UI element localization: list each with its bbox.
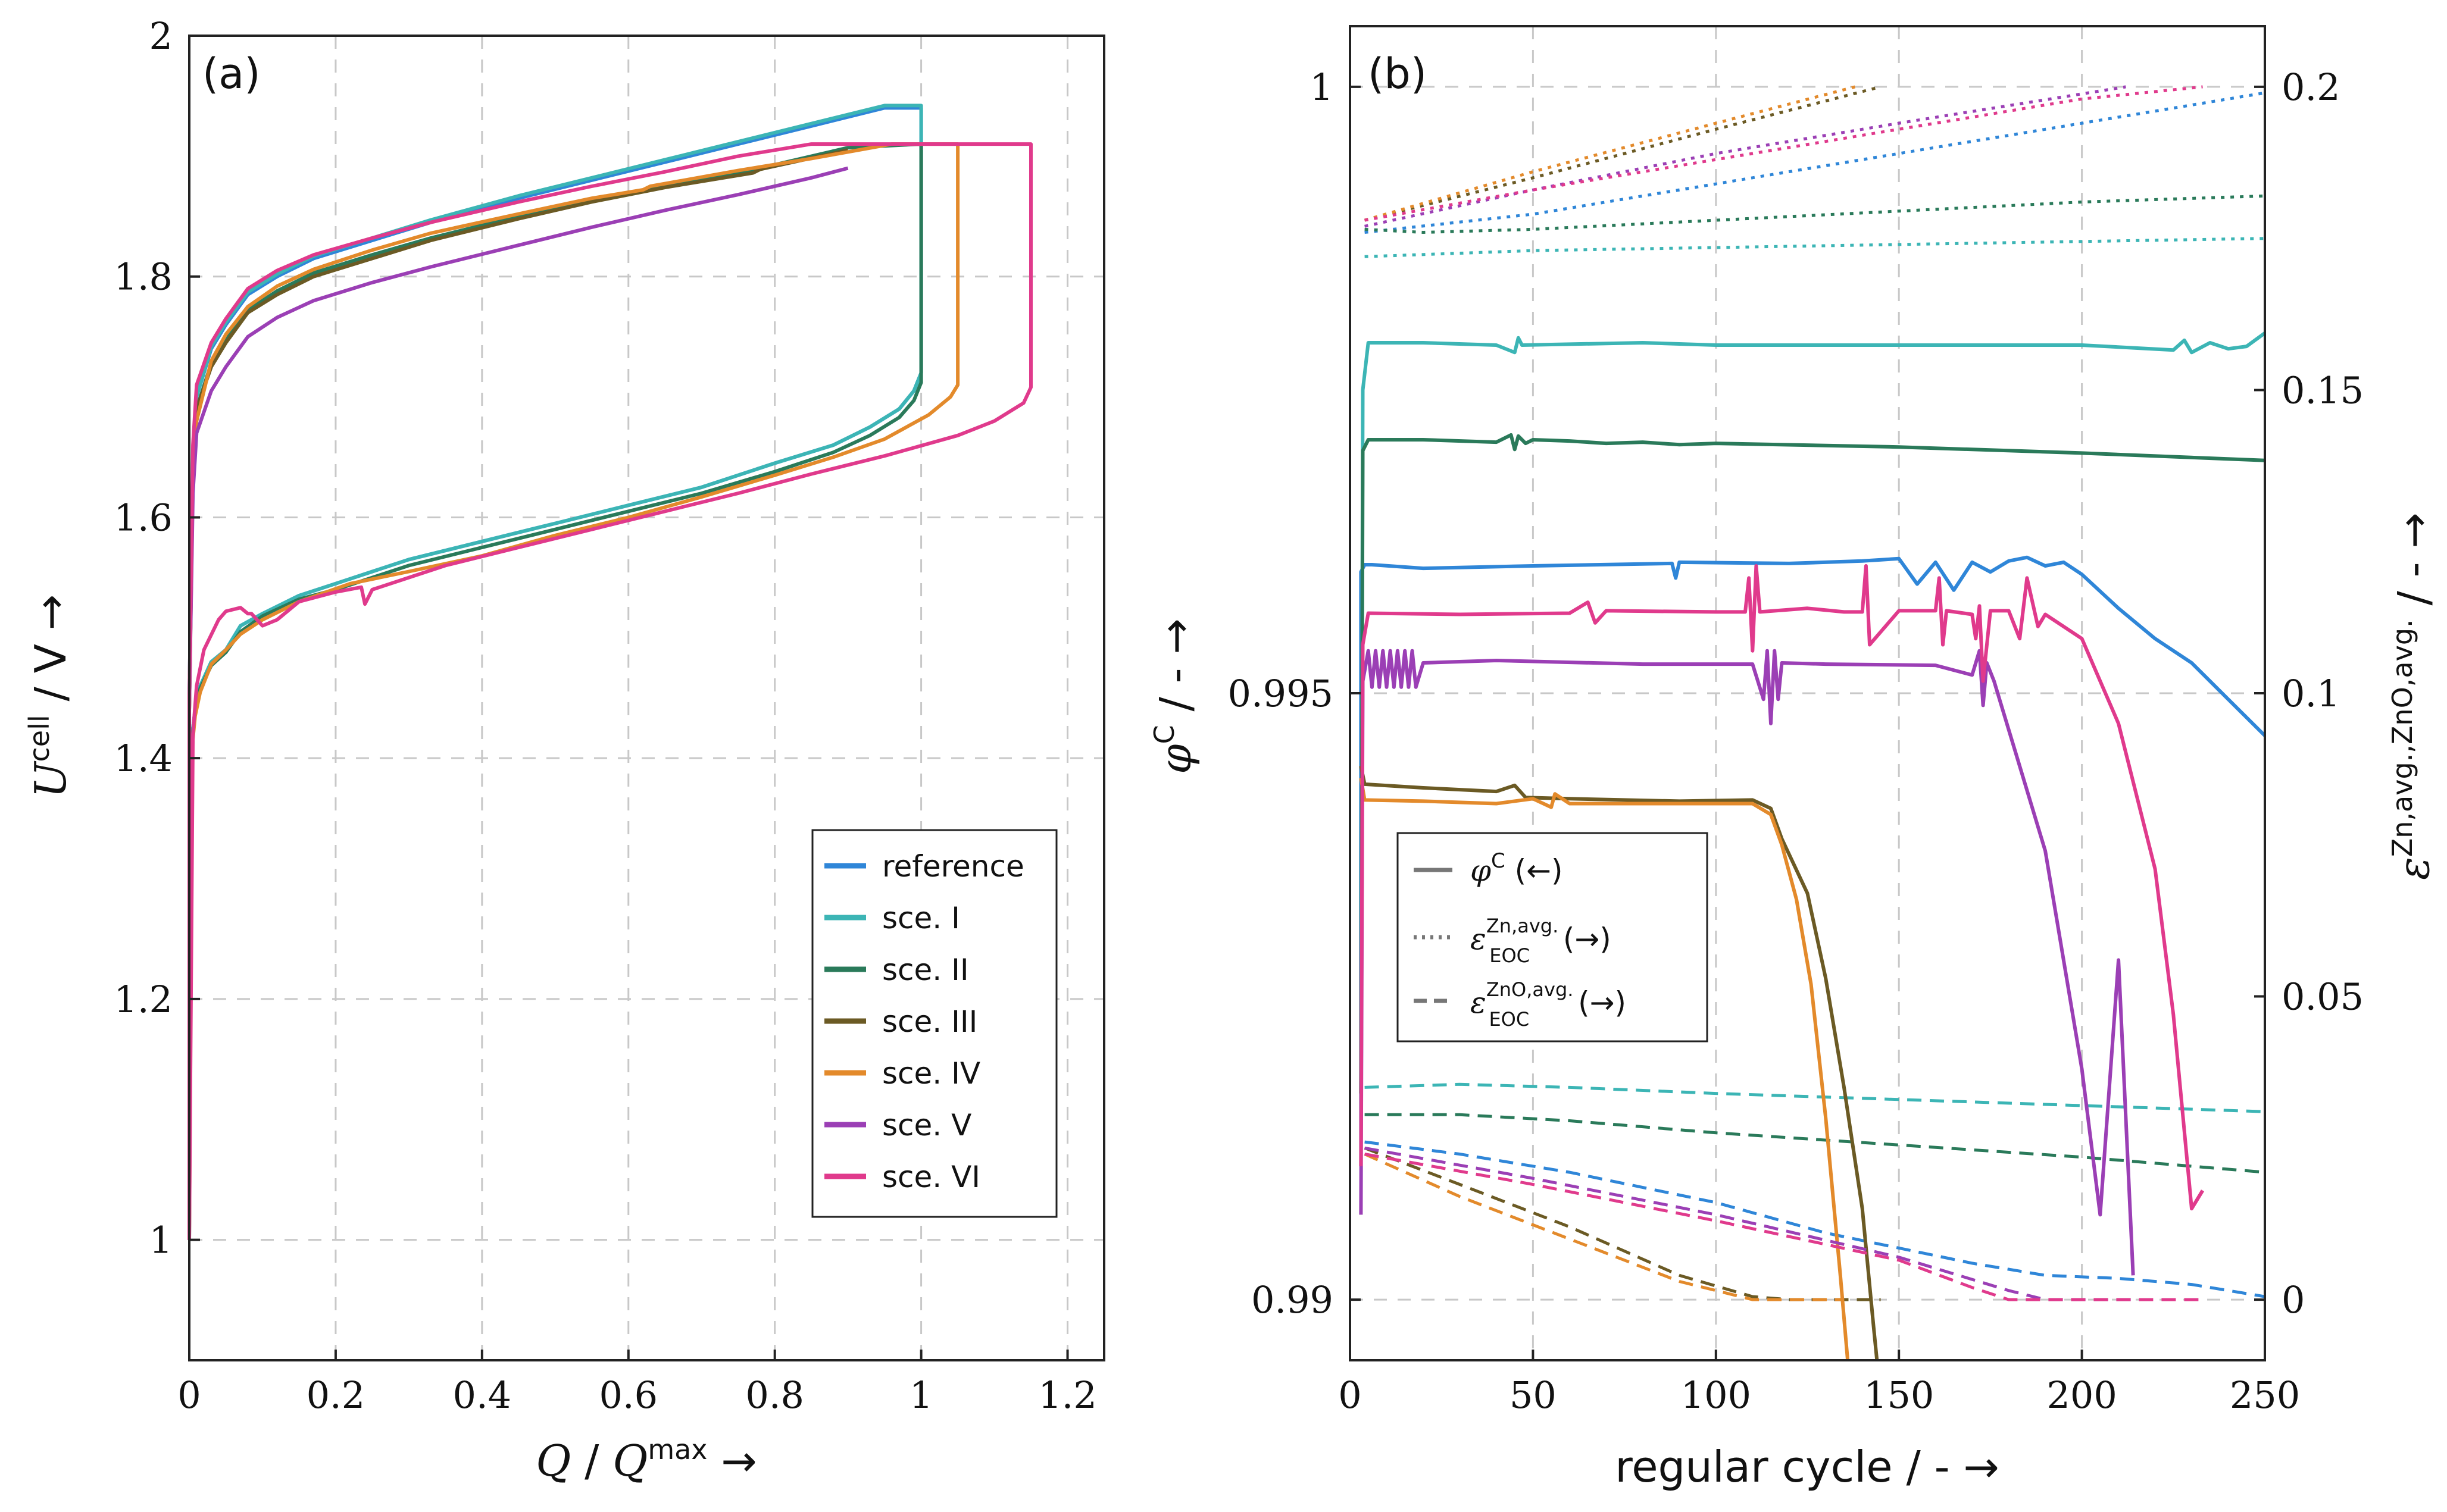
legend-entry-label: sce. II <box>882 953 969 987</box>
eps-zno-line-sce-iv <box>1364 1153 1844 1301</box>
panel-a-label: (a) <box>202 49 261 98</box>
panel-a-y-ticks: 1 1.2 1.4 1.6 1.8 2 <box>114 14 200 1262</box>
panel-b-right-y-tick-label: 0.2 <box>2282 65 2340 109</box>
panel-a-x-tick-label: 0.6 <box>599 1373 658 1417</box>
panel-a-y-axis-title: Ucell / V → <box>23 594 76 798</box>
eps-zno-line-sce-iii <box>1364 1146 1881 1301</box>
panel-a-x-tick-label: 0 <box>177 1373 201 1417</box>
legend-entry-label: sce. III <box>882 1004 977 1039</box>
panel-b-right-y-tick-label: 0 <box>2282 1278 2305 1322</box>
panel-a-x-tick-label: 0.8 <box>745 1373 804 1417</box>
series-line-sce-i <box>187 104 923 1240</box>
legend-phi-label: φC (←) <box>1470 849 1563 888</box>
eps-zn-line-sce-iii <box>1364 85 1882 222</box>
panel-b-x-tick-label: 200 <box>2046 1373 2117 1417</box>
phi-line-sce-iii <box>1359 765 1879 1360</box>
eps-zno-line-sce-v <box>1364 1146 2133 1301</box>
legend-entry-label: sce. IV <box>882 1056 980 1091</box>
panel-a-x-ticks: 0 0.2 0.4 0.6 0.8 1 1.2 <box>177 1350 1097 1417</box>
eps-zno-line-reference <box>1364 1140 2265 1298</box>
eps-zn-line-sce-vi <box>1364 85 2203 222</box>
panel-a-legend: reference sce. I sce. II sce. III sce. IV sce… <box>811 829 1058 1218</box>
eps-zno-line-sce-i <box>1364 1082 2265 1113</box>
panel-a-x-tick-label: 0.2 <box>307 1373 365 1417</box>
panel-b-x-axis-title: regular cycle / - → <box>1615 1442 1999 1492</box>
panel-a-y-tick-label: 1.4 <box>114 737 173 780</box>
panel-b-series-clip <box>1359 85 2265 1360</box>
legend-entry-label: sce. V <box>882 1108 971 1142</box>
eps-zn-line-sce-ii <box>1364 194 2265 234</box>
series-line-sce-vi <box>187 142 1033 1240</box>
panel-a-series <box>187 104 1033 1240</box>
panel-b-left-y-ticks: 0.99 0.995 1 <box>1228 65 1361 1322</box>
legend-eps-zno-label: εZnO,avg. EOC (→) <box>1470 978 1626 1031</box>
panel-b-left-y-tick-label: 0.99 <box>1251 1278 1333 1322</box>
phi-line-sce-i <box>1359 331 2265 1094</box>
legend-entry-label: sce. VI <box>882 1160 980 1194</box>
eps-zno-line-sce-vi <box>1364 1153 2203 1301</box>
series-line-sce-v <box>187 166 849 1240</box>
panel-b-left-y-axis-title: φC / - → <box>1148 618 1201 774</box>
panel-a-y-tick-label: 2 <box>149 14 173 58</box>
panel-b-left-y-tick-label: 0.995 <box>1228 672 1334 715</box>
phi-line-sce-iv <box>1359 778 1850 1360</box>
eps-zn-line-sce-v <box>1364 85 2126 228</box>
panel-a-x-tick-label: 0.4 <box>453 1373 512 1417</box>
eps-zno-line-sce-ii <box>1364 1113 2265 1174</box>
phi-line-sce-v <box>1359 649 2135 1276</box>
phi-line-sce-vi <box>1359 564 2205 1211</box>
eps-zn-line-reference <box>1364 91 2265 234</box>
legend-eps-zn-label: εZn,avg. EOC (→) <box>1470 915 1611 967</box>
panel-b-right-y-axis-title: εZn,avg.,ZnO,avg. / - → <box>2386 512 2439 880</box>
legend-entry-label: reference <box>882 849 1024 884</box>
panel-b-series <box>1359 85 2265 1360</box>
phi-line-reference <box>1359 555 2265 1166</box>
panel-b-x-tick-label: 150 <box>1864 1373 1934 1417</box>
panel-b-left-y-tick-label: 1 <box>1310 65 1333 109</box>
panel-a-y-tick-label: 1.6 <box>114 496 173 539</box>
panel-b-right-y-tick-label: 0.1 <box>2282 672 2340 715</box>
panel-b-x-tick-label: 0 <box>1338 1373 1361 1417</box>
panel-a-y-tick-label: 1.8 <box>114 255 173 299</box>
panel-a-x-axis-title: Q / Qmax → <box>536 1433 757 1486</box>
phi-line-sce-ii <box>1359 433 2265 1094</box>
panel-b-x-ticks: 0 50 100 150 200 250 <box>1338 1350 2300 1417</box>
legend-entry-label: sce. I <box>882 901 960 935</box>
series-line-sce-iv <box>187 142 960 1240</box>
panel-a-y-tick-label: 1 <box>149 1219 173 1262</box>
panel-a-x-tick-label: 1.2 <box>1038 1373 1097 1417</box>
panel-a: 0 0.2 0.4 0.6 0.8 1 1.2 1 1.2 1.4 1.6 1.8 2 (a) Q /… <box>23 14 1105 1486</box>
panel-b-right-y-tick-label: 0.05 <box>2282 975 2364 1019</box>
panel-b-right-y-tick-label: 0.15 <box>2282 368 2364 412</box>
eps-zn-line-sce-iv <box>1364 85 1856 222</box>
panel-b-label: (b) <box>1368 49 1427 98</box>
panel-b-x-tick-label: 50 <box>1510 1373 1557 1417</box>
panel-b-legend: φC (←) εZn,avg. EOC (→) εZnO,avg. EOC (→) <box>1396 832 1708 1043</box>
eps-zn-line-sce-i <box>1364 237 2265 258</box>
panel-a-plot-frame <box>188 35 1105 1361</box>
panel-b-x-tick-label: 250 <box>2230 1373 2300 1417</box>
panel-a-y-tick-label: 1.2 <box>114 978 173 1021</box>
panel-a-x-tick-label: 1 <box>910 1373 933 1417</box>
panel-b-x-tick-label: 100 <box>1681 1373 1751 1417</box>
panel-b-right-y-ticks: 0 0.05 0.1 0.15 0.2 <box>2254 65 2364 1322</box>
